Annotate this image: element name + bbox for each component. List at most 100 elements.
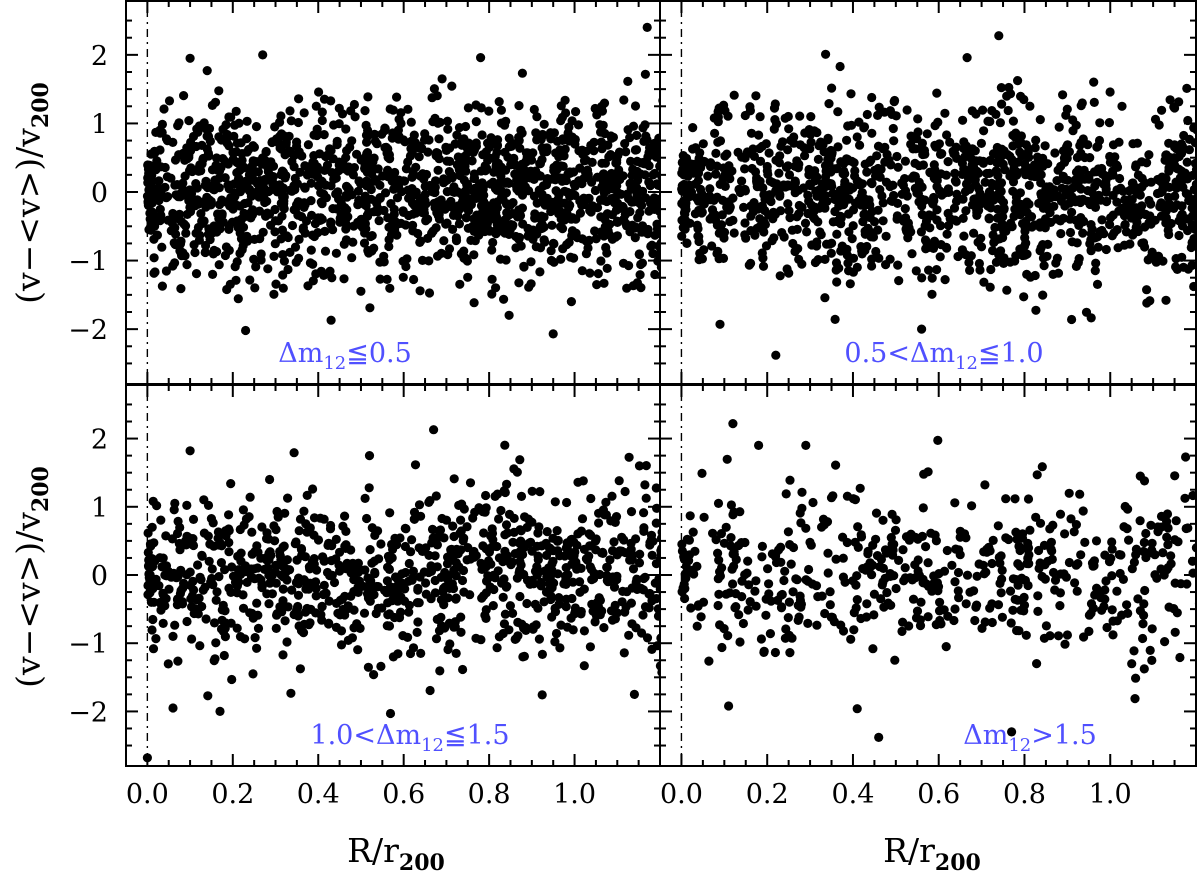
data-point — [873, 110, 883, 120]
data-point — [1006, 618, 1016, 628]
data-point — [615, 203, 625, 213]
data-point — [1150, 550, 1160, 560]
data-point — [954, 593, 964, 603]
data-point — [556, 101, 566, 111]
data-point — [403, 157, 413, 167]
data-point — [951, 177, 961, 187]
data-point — [827, 83, 837, 93]
data-point — [400, 541, 410, 552]
data-point — [408, 573, 418, 583]
data-point — [224, 524, 234, 534]
data-point — [220, 250, 230, 261]
data-point — [161, 193, 171, 203]
data-point — [637, 258, 648, 268]
data-point — [350, 569, 360, 580]
data-point — [533, 170, 543, 180]
data-point — [1131, 160, 1141, 170]
data-point — [1122, 600, 1132, 610]
data-point — [148, 496, 158, 506]
y-axis-title-bottom: (v−<v>)/v200 — [9, 466, 54, 688]
data-point — [294, 234, 304, 244]
data-point — [1067, 314, 1077, 325]
data-point — [290, 539, 300, 549]
data-point — [476, 53, 486, 63]
data-point — [652, 179, 659, 189]
data-point — [1035, 518, 1046, 528]
data-point — [1038, 240, 1048, 250]
data-point — [1127, 195, 1137, 205]
data-point — [192, 183, 202, 193]
data-point — [1080, 537, 1090, 548]
data-point — [1072, 586, 1082, 596]
data-point — [1138, 619, 1148, 629]
data-point — [644, 206, 654, 216]
data-point — [951, 196, 962, 206]
data-point — [429, 425, 439, 435]
data-point — [203, 229, 213, 239]
data-point — [319, 514, 329, 524]
data-point — [823, 154, 833, 165]
data-point — [761, 241, 772, 251]
data-point — [360, 565, 370, 575]
data-point — [718, 174, 728, 184]
data-point — [555, 643, 565, 653]
data-point — [771, 350, 781, 360]
data-point — [539, 235, 549, 245]
data-point — [579, 626, 590, 636]
data-point — [1178, 175, 1188, 185]
x-tick-label: 0.6 — [917, 779, 960, 810]
data-point — [985, 603, 995, 613]
data-point — [436, 248, 446, 258]
data-point — [227, 674, 237, 685]
data-point — [1107, 544, 1117, 554]
data-point — [1146, 199, 1156, 209]
data-point — [226, 479, 236, 489]
data-point — [1139, 546, 1149, 557]
data-point — [1032, 152, 1043, 162]
data-point — [1062, 630, 1072, 640]
data-point — [398, 256, 408, 266]
data-point — [459, 533, 469, 543]
data-point — [820, 608, 830, 619]
data-point — [335, 566, 345, 576]
data-point — [917, 531, 928, 542]
data-point — [628, 564, 639, 574]
data-point — [401, 524, 411, 534]
data-point — [592, 203, 603, 213]
data-point — [187, 634, 197, 644]
data-point — [677, 231, 687, 241]
y-tick-label: 0 — [91, 561, 108, 592]
data-point — [199, 118, 209, 128]
data-point — [708, 211, 718, 221]
data-point — [302, 170, 313, 180]
data-point — [745, 102, 755, 112]
data-point — [694, 232, 704, 242]
data-point — [1139, 664, 1149, 674]
data-point — [998, 212, 1008, 222]
data-point — [185, 580, 195, 591]
data-point — [652, 641, 659, 651]
data-point — [794, 612, 804, 622]
data-point — [1003, 105, 1013, 116]
data-point — [300, 161, 310, 171]
data-point — [1080, 152, 1090, 163]
data-point — [653, 604, 659, 614]
data-point — [791, 574, 801, 584]
data-point — [1105, 220, 1115, 230]
data-point — [1013, 157, 1023, 167]
data-point — [356, 286, 366, 296]
data-point — [177, 251, 187, 261]
data-point — [456, 138, 466, 148]
data-point — [154, 581, 164, 591]
data-point — [576, 526, 587, 536]
data-point — [231, 275, 241, 285]
data-point — [636, 583, 646, 594]
data-point — [838, 572, 849, 582]
data-point — [547, 220, 557, 230]
data-point — [721, 522, 731, 532]
data-point — [725, 217, 735, 227]
data-point — [197, 601, 207, 612]
data-point — [285, 247, 295, 257]
data-point — [776, 141, 786, 151]
